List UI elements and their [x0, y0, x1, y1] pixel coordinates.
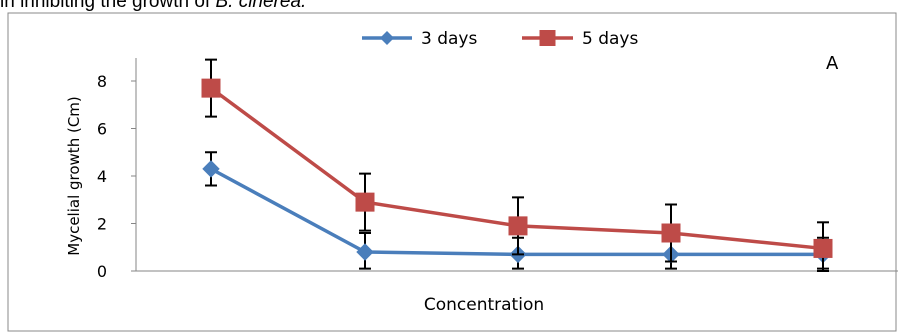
y-tick-label: 0 — [97, 262, 107, 281]
series-layer — [201, 58, 833, 272]
legend: 3 days 5 days — [362, 29, 638, 49]
data-point-square — [813, 238, 833, 258]
legend-label: 3 days — [421, 29, 477, 49]
legend-item-1: 3 days — [362, 29, 477, 49]
panel-label: A — [826, 53, 839, 74]
caption-text: in inhibiting the growth of — [0, 0, 216, 12]
data-point-square — [355, 192, 375, 212]
series-2 — [201, 58, 833, 272]
legend-item-2: 5 days — [522, 29, 638, 49]
legend-square-icon — [539, 30, 556, 46]
y-tick-label: 8 — [97, 72, 107, 91]
chart-frame — [7, 12, 897, 332]
caption-species: B. cinerea. — [215, 0, 307, 12]
data-point-square — [508, 216, 528, 236]
y-axis-title: Mycelial growth (Cm) — [65, 96, 83, 256]
data-point-square — [201, 78, 221, 98]
y-axis: 0 2 4 6 8 — [97, 58, 137, 281]
y-tick-label: 4 — [97, 167, 107, 186]
figure-caption: in inhibiting the growth of B. cinerea. — [0, 0, 898, 15]
data-point-diamond — [356, 243, 374, 261]
data-point-diamond — [202, 160, 220, 178]
legend-diamond-icon — [380, 31, 394, 45]
legend-label: 5 days — [582, 29, 638, 49]
y-tick-label: 2 — [97, 215, 107, 234]
x-axis-title: Concentration — [424, 295, 544, 315]
y-tick-label: 6 — [97, 120, 107, 139]
data-point-square — [661, 223, 681, 243]
